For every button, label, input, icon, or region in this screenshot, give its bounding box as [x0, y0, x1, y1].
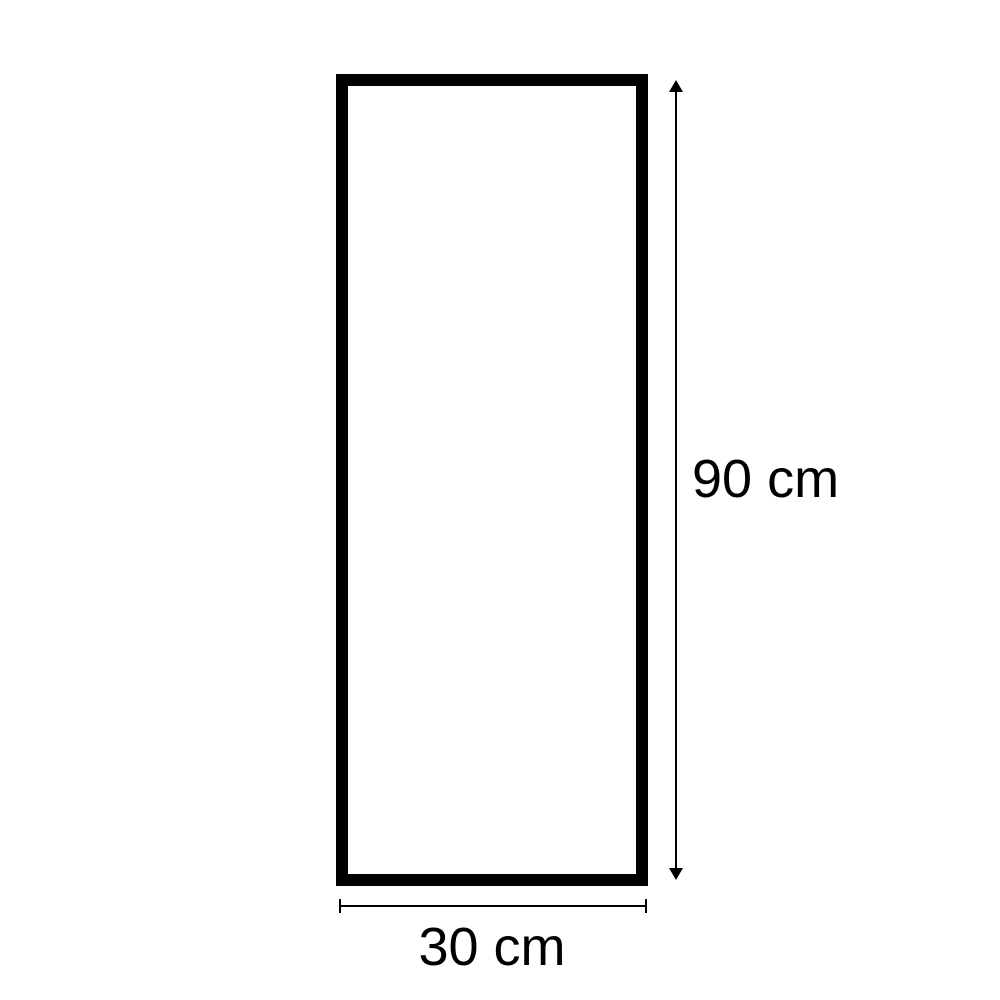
height-dimension-line [669, 80, 683, 880]
width-label: 30 cm [418, 917, 566, 977]
width-dimension-line [339, 899, 647, 913]
height-label: 90 cm [692, 449, 840, 509]
height-arrow-bottom-icon [669, 868, 683, 880]
rectangle-frame [336, 74, 648, 886]
height-arrow-top-icon [669, 80, 683, 92]
width-label-container: 30 cm [0, 920, 1000, 974]
